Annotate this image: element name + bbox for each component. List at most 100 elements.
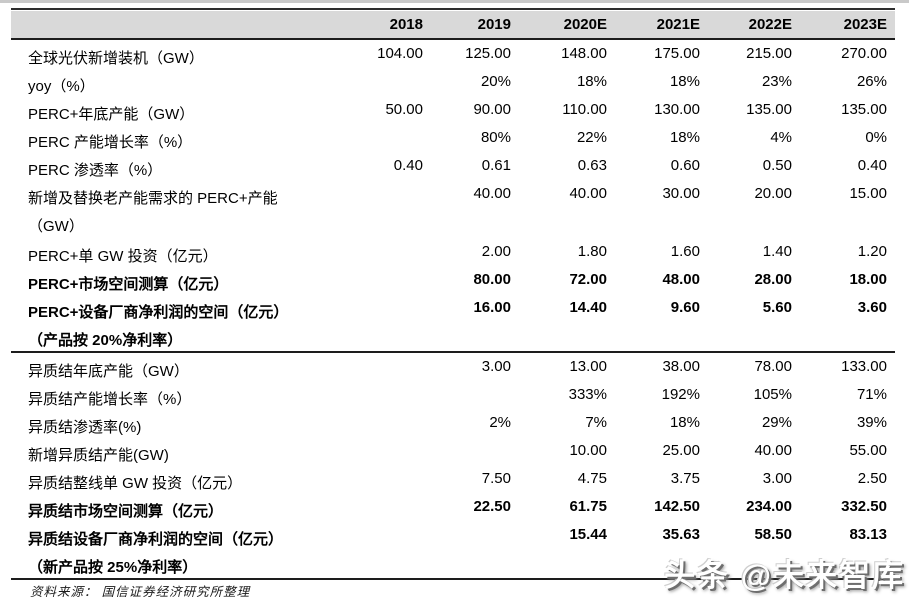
row-label-line1: 全球光伏新增装机（GW） xyxy=(28,50,204,67)
cell-value: 0.60 xyxy=(670,157,700,174)
cell-value: 50.00 xyxy=(385,101,423,118)
cell-value xyxy=(431,381,519,409)
cell-value xyxy=(341,381,431,409)
cell-value: 40.00 xyxy=(569,185,607,202)
cell-value: 135.00 xyxy=(841,101,887,118)
cell-value xyxy=(341,294,431,352)
cell-value: 0.61 xyxy=(481,157,511,174)
row-label: PERC+市场空间测算（亿元） xyxy=(11,266,341,294)
table-row: PERC 渗透率（%） 0.40 0.61 0.63 0.60 0.50 0.40 xyxy=(11,152,895,180)
row-label: 异质结市场空间测算（亿元） xyxy=(11,493,341,521)
row-label-line1: 异质结市场空间测算（亿元） xyxy=(28,503,224,520)
cell-value: 1.40 xyxy=(762,243,792,260)
row-label-line2: （新产品按 25%净利率） xyxy=(28,559,198,576)
column-header: 2019 xyxy=(431,11,519,40)
row-label-line1: yoy（%） xyxy=(28,78,95,95)
row-label-line1: PERC+单 GW 投资（亿元） xyxy=(28,248,218,265)
cell-value: 90.00 xyxy=(473,101,511,118)
cell-value: 18.00 xyxy=(849,271,887,288)
cell-value: 3.60 xyxy=(857,299,887,316)
cell-value: 23% xyxy=(761,73,792,90)
cell-value: 7% xyxy=(585,414,607,431)
row-label: 异质结渗透率(%) xyxy=(11,409,341,437)
cell-value: 3.75 xyxy=(670,470,700,487)
table-row: 异质结渗透率(%) 2% 7% 18% 29% 39% xyxy=(11,409,895,437)
row-label: 异质结设备厂商净利润的空间（亿元） （新产品按 25%净利率） xyxy=(11,521,341,580)
cell-value: 18% xyxy=(576,73,607,90)
cell-value: 20% xyxy=(480,73,511,90)
cell-value: 25.00 xyxy=(662,442,700,459)
cell-value: 18% xyxy=(669,73,700,90)
row-label: PERC 产能增长率（%） xyxy=(11,124,341,152)
cell-value: 2% xyxy=(489,414,511,431)
cell-value xyxy=(431,521,519,580)
cell-value: 1.60 xyxy=(670,243,700,260)
row-label-line2: （产品按 20%净利率） xyxy=(28,332,183,349)
cell-value: 130.00 xyxy=(654,101,700,118)
row-label: 新增异质结产能(GW) xyxy=(11,437,341,465)
data-table: 2018 2019 2020E 2021E 2022E 2023E 全球光伏新增装机（GW… xyxy=(11,11,895,580)
cell-value: 2.50 xyxy=(857,470,887,487)
cell-value: 14.40 xyxy=(569,299,607,316)
cell-value: 22.50 xyxy=(473,498,511,515)
cell-value: 15.44 xyxy=(519,521,615,580)
cell-value: 0.40 xyxy=(857,157,887,174)
corner-cell xyxy=(11,11,341,40)
cell-value: 48.00 xyxy=(662,271,700,288)
row-label: PERC 渗透率（%） xyxy=(11,152,341,180)
cell-value: 175.00 xyxy=(654,45,700,62)
cell-value: 55.00 xyxy=(849,442,887,459)
table-row: PERC+市场空间测算（亿元） 80.00 72.00 48.00 28.00 18.00 xyxy=(11,266,895,294)
top-edge-strip xyxy=(0,0,909,3)
table-row: 异质结产能增长率（%） 333% 192% 105% 71% xyxy=(11,381,895,409)
cell-value: 333% xyxy=(568,386,607,403)
cell-value: 142.50 xyxy=(654,498,700,515)
row-label: PERC+单 GW 投资（亿元） xyxy=(11,238,341,266)
table-row: PERC+年底产能（GW） 50.00 90.00 110.00 130.00 135.0… xyxy=(11,96,895,124)
cell-value: 78.00 xyxy=(708,351,800,381)
row-label: 异质结产能增长率（%） xyxy=(11,381,341,409)
column-header: 2020E xyxy=(519,11,615,40)
table-row: 异质结整线单 GW 投资（亿元） 7.50 4.75 3.75 3.00 2.50 xyxy=(11,465,895,493)
cell-value xyxy=(341,124,431,152)
row-label-line1: 异质结设备厂商净利润的空间（亿元） xyxy=(28,531,284,548)
cell-value: 80.00 xyxy=(473,271,511,288)
cell-value: 9.60 xyxy=(670,299,700,316)
cell-value: 18% xyxy=(669,414,700,431)
table-row: 新增异质结产能(GW) 10.00 25.00 40.00 55.00 xyxy=(11,437,895,465)
row-label-line1: PERC 渗透率（%） xyxy=(28,162,163,179)
table-row: 异质结市场空间测算（亿元） 22.50 61.75 142.50 234.00 332.5… xyxy=(11,493,895,521)
cell-value: 0.63 xyxy=(577,157,607,174)
row-label: PERC+年底产能（GW） xyxy=(11,96,341,124)
cell-value: 18% xyxy=(669,129,700,146)
cell-value: 104.00 xyxy=(377,45,423,62)
table-row: PERC+设备厂商净利润的空间（亿元） （产品按 20%净利率） 16.00 14.4… xyxy=(11,294,895,352)
row-label: 异质结年底产能（GW） xyxy=(11,351,341,381)
row-label-line1: 异质结产能增长率（%） xyxy=(28,391,192,408)
cell-value: 20.00 xyxy=(754,185,792,202)
cell-value: 215.00 xyxy=(746,45,792,62)
cell-value: 40.00 xyxy=(473,185,511,202)
table-row: 异质结年底产能（GW） 3.00 13.00 38.00 78.00 133.00 xyxy=(11,351,895,381)
cell-value: 1.80 xyxy=(577,243,607,260)
cell-value: 3.00 xyxy=(762,470,792,487)
cell-value: 148.00 xyxy=(561,45,607,62)
table-row: PERC+单 GW 投资（亿元） 2.00 1.80 1.60 1.40 1.20 xyxy=(11,238,895,266)
row-label-line1: 异质结整线单 GW 投资（亿元） xyxy=(28,475,243,492)
row-label: 全球光伏新增装机（GW） xyxy=(11,39,341,68)
cell-value: 61.75 xyxy=(569,498,607,515)
cell-value: 234.00 xyxy=(746,498,792,515)
cell-value xyxy=(341,180,431,238)
row-label-line1: 新增异质结产能(GW) xyxy=(28,447,169,464)
cell-value: 2.00 xyxy=(481,243,511,260)
cell-value: 10.00 xyxy=(569,442,607,459)
cell-value: 5.60 xyxy=(762,299,792,316)
cell-value: 71% xyxy=(856,386,887,403)
row-label: 异质结整线单 GW 投资（亿元） xyxy=(11,465,341,493)
cell-value: 15.00 xyxy=(849,185,887,202)
table-row: PERC 产能增长率（%） 80% 22% 18% 4% 0% xyxy=(11,124,895,152)
row-label-line1: 异质结年底产能（GW） xyxy=(28,363,189,380)
cell-value: 26% xyxy=(856,73,887,90)
row-label: yoy（%） xyxy=(11,68,341,96)
